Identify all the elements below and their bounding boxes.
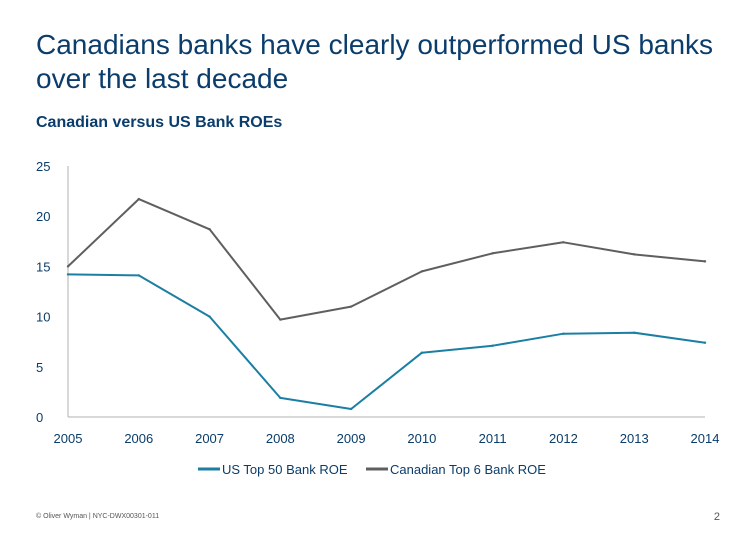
data-point: [66, 273, 70, 276]
y-tick-label: 0: [36, 410, 43, 425]
data-point: [562, 241, 565, 244]
x-tick-label: 2010: [407, 431, 436, 446]
data-point: [420, 351, 424, 354]
x-axis-ticks: 2005 2006 2007 2008 2009 2010 2011 2012 2013 2014: [54, 431, 720, 446]
y-axis-ticks: 0 5 10 15 20 25: [36, 159, 50, 425]
data-point: [703, 260, 707, 263]
data-point: [349, 407, 353, 411]
data-point: [279, 318, 282, 321]
y-tick-label: 25: [36, 159, 50, 174]
x-tick-label: 2008: [266, 431, 295, 446]
y-tick-label: 5: [36, 360, 43, 375]
page-number: 2: [713, 511, 720, 523]
data-point: [562, 332, 565, 335]
data-point: [208, 315, 211, 318]
data-point: [66, 265, 70, 268]
y-tick-label: 20: [36, 209, 50, 224]
x-tick-label: 2009: [337, 431, 366, 446]
x-tick-label: 2007: [195, 431, 224, 446]
chart-subtitle: Canadian versus US Bank ROEs: [36, 114, 283, 131]
data-point: [703, 341, 707, 344]
x-tick-label: 2006: [124, 431, 153, 446]
data-point: [633, 331, 636, 334]
legend-label: US Top 50 Bank ROE: [222, 462, 348, 477]
series-line-0: [67, 273, 706, 410]
footer-copyright: © Oliver Wyman | NYC-DWX00301-011: [36, 513, 160, 520]
data-point: [420, 270, 424, 273]
data-point: [491, 252, 494, 255]
data-point: [491, 344, 494, 347]
x-tick-label: 2005: [54, 431, 83, 446]
x-tick-label: 2011: [479, 431, 507, 446]
x-tick-label: 2012: [549, 431, 578, 446]
data-point: [137, 197, 140, 201]
legend-label: Canadian Top 6 Bank ROE: [390, 462, 546, 477]
chart-legend: US Top 50 Bank ROE Canadian Top 6 Bank RO…: [198, 462, 546, 477]
data-point: [633, 253, 636, 256]
data-point: [137, 274, 140, 277]
data-point: [208, 228, 211, 231]
y-tick-label: 15: [36, 259, 50, 274]
y-tick-label: 10: [36, 310, 50, 325]
x-tick-label: 2014: [691, 431, 720, 446]
data-point: [349, 305, 353, 308]
slide-title: Canadians banks have clearly outperforme…: [36, 29, 714, 94]
data-point: [279, 396, 282, 400]
series-lines: [66, 197, 707, 411]
series-line-1: [67, 198, 706, 321]
x-tick-label: 2013: [620, 431, 649, 446]
